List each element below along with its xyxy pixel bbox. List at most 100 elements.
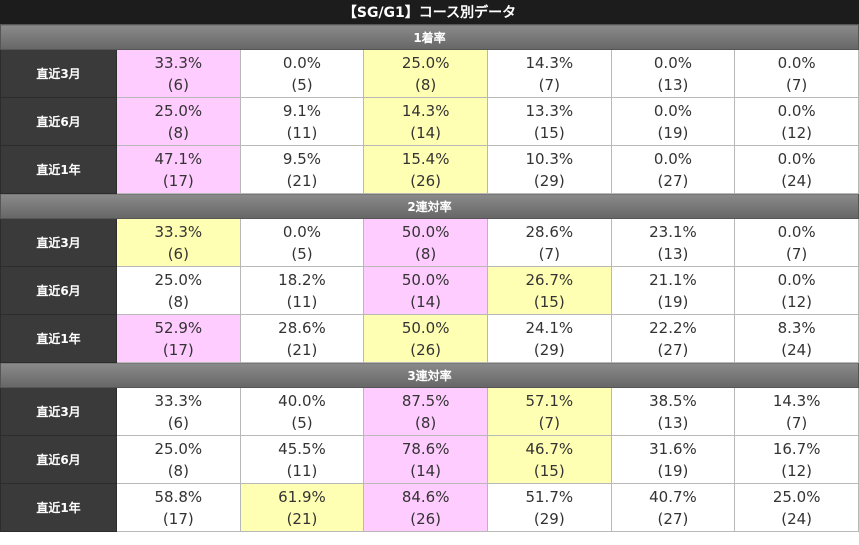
stat-percent: 33.3% [154, 391, 203, 410]
stat-cell: 58.8% (17) [116, 483, 241, 532]
stat-count: (17) [162, 509, 194, 528]
stat-cell: 0.0% (5) [239, 49, 365, 98]
stat-percent: 9.5% [282, 149, 322, 168]
stat-cell: 38.5% (13) [610, 387, 736, 436]
stat-cell: 45.5% (11) [239, 435, 365, 484]
row-label: 直近6月 [0, 266, 117, 315]
stat-count: (8) [415, 244, 437, 263]
stat-cell: 31.6% (19) [610, 435, 736, 484]
stat-count: (7) [538, 75, 560, 94]
stat-percent: 10.3% [525, 149, 574, 168]
stat-percent: 28.6% [525, 222, 574, 241]
stat-percent: 45.5% [278, 439, 326, 458]
stat-count: (19) [657, 292, 689, 311]
stat-count: (8) [415, 75, 437, 94]
stat-cell: 25.0% (8) [116, 97, 241, 146]
stat-percent: 0.0% [777, 222, 816, 241]
stat-cell: 22.2% (27) [610, 314, 736, 363]
stat-count: (14) [410, 461, 442, 480]
stat-cell: 52.9% (17) [116, 314, 241, 363]
stat-count: (15) [533, 292, 565, 311]
row-label: 直近3月 [0, 218, 117, 267]
stat-percent: 25.0% [401, 53, 450, 72]
stat-count: (27) [657, 171, 689, 190]
stat-cell: 33.3% (6) [116, 218, 241, 267]
stat-cell: 28.6% (21) [239, 314, 365, 363]
table-row: 直近1年 58.8% (17) 61.9% (21) 84.6% (26) 51.7% (29)… [0, 483, 859, 532]
table-row: 直近1年 52.9% (17) 28.6% (21) 50.0% (26) 24.1% (29)… [0, 314, 859, 363]
row-label: 直近3月 [0, 387, 117, 436]
stat-count: (24) [781, 171, 813, 190]
stat-count: (7) [538, 244, 560, 263]
stat-cell: 0.0% (13) [610, 49, 736, 98]
stat-percent: 25.0% [154, 439, 203, 458]
stat-cell: 50.0% (14) [363, 266, 488, 315]
stat-percent: 24.1% [525, 318, 574, 337]
stat-cell: 25.0% (8) [116, 435, 241, 484]
row-label: 直近1年 [0, 145, 117, 194]
stat-count: (5) [291, 244, 313, 263]
stat-percent: 22.2% [649, 318, 697, 337]
stat-cell: 51.7% (29) [486, 483, 612, 532]
stat-cell: 40.7% (27) [610, 483, 736, 532]
stat-count: (14) [410, 292, 442, 311]
row-label: 直近1年 [0, 483, 117, 532]
stat-percent: 14.3% [401, 101, 450, 120]
stat-count: (29) [533, 340, 565, 359]
stat-percent: 51.7% [525, 487, 574, 506]
stat-percent: 25.0% [154, 101, 203, 120]
stat-percent: 26.7% [525, 270, 574, 289]
stat-cell: 50.0% (26) [363, 314, 488, 363]
stat-percent: 28.6% [278, 318, 326, 337]
stat-count: (15) [533, 461, 565, 480]
stat-cell: 14.3% (14) [363, 97, 488, 146]
stat-cell: 87.5% (8) [363, 387, 488, 436]
stat-percent: 61.9% [278, 487, 326, 506]
stat-percent: 16.7% [772, 439, 821, 458]
table-row: 直近3月 33.3% (6) 0.0% (5) 50.0% (8) 28.6% (7) 23.1%… [0, 218, 859, 267]
stat-percent: 18.2% [278, 270, 326, 289]
stat-count: (26) [410, 509, 442, 528]
stat-count: (26) [410, 171, 442, 190]
stat-cell: 10.3% (29) [486, 145, 612, 194]
table-row: 直近6月 25.0% (8) 45.5% (11) 78.6% (14) 46.7% (15) 3… [0, 435, 859, 484]
stat-cell: 13.3% (15) [486, 97, 612, 146]
row-label: 直近1年 [0, 314, 117, 363]
stat-count: (17) [162, 171, 194, 190]
stat-count: (7) [786, 413, 808, 432]
stat-count: (24) [781, 340, 813, 359]
table-row: 直近6月 25.0% (8) 18.2% (11) 50.0% (14) 26.7% (15) 2… [0, 266, 859, 315]
section-header-row: 2連対率 [0, 193, 859, 219]
stat-cell: 0.0% (7) [734, 49, 859, 98]
row-label: 直近6月 [0, 97, 117, 146]
stat-percent: 14.3% [525, 53, 574, 72]
stat-percent: 25.0% [772, 487, 821, 506]
stat-cell: 50.0% (8) [363, 218, 488, 267]
page-title: 【SG/G1】コース別データ [0, 0, 859, 24]
stat-percent: 0.0% [653, 149, 692, 168]
stat-count: (11) [286, 123, 318, 142]
stat-cell: 26.7% (15) [486, 266, 612, 315]
stat-percent: 78.6% [401, 439, 450, 458]
stat-percent: 33.3% [154, 222, 203, 241]
stat-percent: 0.0% [653, 53, 692, 72]
stat-percent: 9.1% [282, 101, 322, 120]
section-header: 1着率 [0, 24, 859, 50]
stat-cell: 0.0% (19) [610, 97, 736, 146]
stat-percent: 0.0% [777, 149, 816, 168]
stat-cell: 0.0% (7) [734, 218, 859, 267]
stat-percent: 0.0% [777, 101, 816, 120]
stat-cell: 15.4% (26) [363, 145, 488, 194]
stat-percent: 8.3% [777, 318, 816, 337]
stat-count: (7) [786, 244, 808, 263]
stat-percent: 0.0% [282, 53, 322, 72]
stat-cell: 16.7% (12) [734, 435, 859, 484]
stat-count: (8) [167, 123, 189, 142]
stat-cell: 25.0% (8) [363, 49, 488, 98]
stat-cell: 33.3% (6) [116, 49, 241, 98]
stat-percent: 58.8% [154, 487, 203, 506]
row-label: 直近6月 [0, 435, 117, 484]
stat-count: (24) [781, 509, 813, 528]
stat-cell: 9.5% (21) [239, 145, 365, 194]
stat-cell: 0.0% (5) [239, 218, 365, 267]
